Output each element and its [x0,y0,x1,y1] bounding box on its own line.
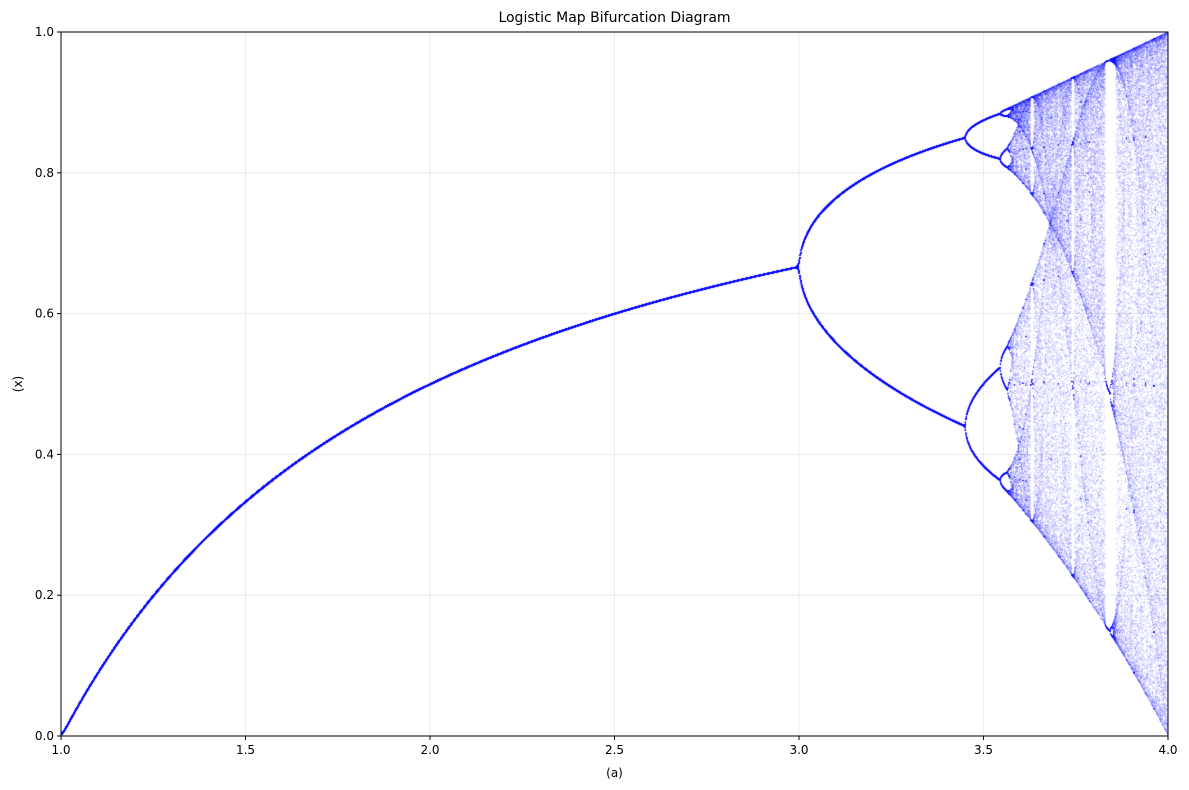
x-tick-label: 1.5 [236,743,255,757]
x-tick-label: 2.0 [420,743,439,757]
y-tick-label: 0.2 [35,588,54,602]
y-tick-label: 0.8 [35,166,54,180]
x-tick-label: 2.5 [605,743,624,757]
y-tick-label: 0.0 [35,729,54,743]
x-tick-label: 4.0 [1158,743,1177,757]
y-axis-label: (x) [11,376,25,392]
x-axis-label: (a) [606,766,623,780]
x-axis-ticks: 1.0 1.5 2.0 2.5 3.0 3.5 4.0 [51,736,1178,757]
chart-title: Logistic Map Bifurcation Diagram [498,10,730,26]
x-tick-label: 3.0 [789,743,808,757]
scatter-points [61,32,1168,736]
x-tick-label: 1.0 [51,743,70,757]
y-tick-label: 0.6 [35,307,54,321]
x-tick-label: 3.5 [974,743,993,757]
plot-area [61,32,1168,736]
y-axis-ticks: 0.0 0.2 0.4 0.6 0.8 1.0 [35,25,61,743]
y-tick-label: 1.0 [35,25,54,39]
y-tick-label: 0.4 [35,447,54,461]
